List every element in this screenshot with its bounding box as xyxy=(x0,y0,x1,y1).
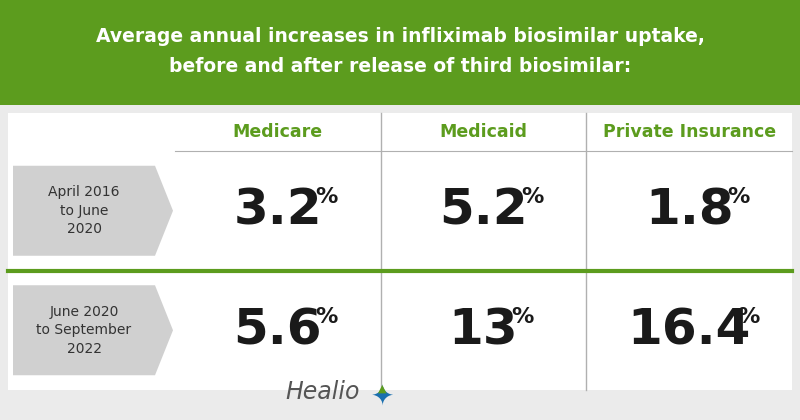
Text: Healio: Healio xyxy=(286,380,360,404)
Text: %: % xyxy=(727,187,750,207)
Text: 3.2: 3.2 xyxy=(234,187,322,235)
Polygon shape xyxy=(13,285,173,375)
Text: April 2016
to June
2020: April 2016 to June 2020 xyxy=(48,185,120,236)
Text: 13: 13 xyxy=(449,306,518,354)
Text: Private Insurance: Private Insurance xyxy=(602,123,776,141)
Text: %: % xyxy=(511,307,534,327)
Text: 5.6: 5.6 xyxy=(234,306,322,354)
Text: %: % xyxy=(315,187,338,207)
Text: 1.8: 1.8 xyxy=(645,187,734,235)
Text: ✦: ✦ xyxy=(370,382,394,410)
Text: ▲: ▲ xyxy=(378,384,386,394)
Text: %: % xyxy=(737,307,759,327)
FancyBboxPatch shape xyxy=(0,0,800,105)
Text: Medicaid: Medicaid xyxy=(439,123,527,141)
Text: before and after release of third biosimilar:: before and after release of third biosim… xyxy=(169,57,631,76)
Text: %: % xyxy=(522,187,543,207)
Polygon shape xyxy=(13,166,173,256)
Text: %: % xyxy=(315,307,338,327)
FancyBboxPatch shape xyxy=(8,113,792,390)
Text: June 2020
to September
2022: June 2020 to September 2022 xyxy=(37,305,131,356)
Text: 5.2: 5.2 xyxy=(439,187,528,235)
Text: Average annual increases in infliximab biosimilar uptake,: Average annual increases in infliximab b… xyxy=(95,27,705,46)
Text: 16.4: 16.4 xyxy=(627,306,751,354)
Text: Medicare: Medicare xyxy=(233,123,323,141)
